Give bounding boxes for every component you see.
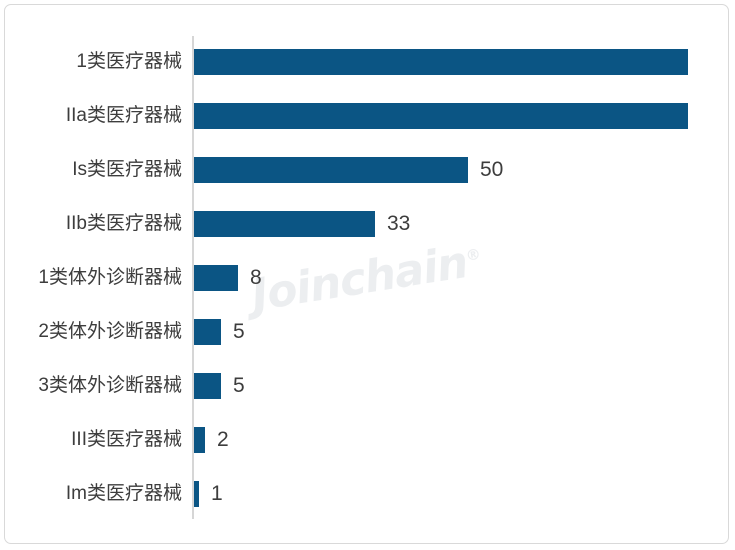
category-label: Im类医疗器械 bbox=[65, 483, 182, 504]
bar-container bbox=[194, 35, 728, 89]
category-label: IIa类医疗器械 bbox=[65, 105, 182, 126]
bar-value-label: 50 bbox=[480, 158, 504, 181]
bar[interactable] bbox=[194, 265, 238, 291]
category-label: IIb类医疗器械 bbox=[65, 213, 182, 234]
bar-row: 1类医疗器械 bbox=[5, 35, 728, 89]
bar-row: 3类体外诊断器械 5 bbox=[5, 359, 728, 413]
bar-row: IIb类医疗器械 33 bbox=[5, 197, 728, 251]
bar-row: 1类体外诊断器械 8 bbox=[5, 251, 728, 305]
bar-container: 8 bbox=[194, 251, 728, 305]
category-label: Is类医疗器械 bbox=[72, 159, 182, 180]
bar-value-label: 2 bbox=[217, 428, 229, 451]
bar[interactable] bbox=[194, 319, 221, 345]
bar-row: IIa类医疗器械 bbox=[5, 89, 728, 143]
category-label: 3类体外诊断器械 bbox=[38, 375, 182, 396]
category-label: 1类医疗器械 bbox=[76, 51, 182, 72]
bar-container: 33 bbox=[194, 197, 728, 251]
bar-value-label: 8 bbox=[250, 266, 262, 289]
bar-container: 5 bbox=[194, 359, 728, 413]
category-label: 2类体外诊断器械 bbox=[38, 321, 182, 342]
bar[interactable] bbox=[194, 481, 199, 507]
bar[interactable] bbox=[194, 373, 221, 399]
bar[interactable] bbox=[194, 103, 688, 129]
bar-value-label: 33 bbox=[387, 212, 411, 235]
bar-container bbox=[194, 89, 728, 143]
bar-row: Im类医疗器械 1 bbox=[5, 467, 728, 521]
bar[interactable] bbox=[194, 49, 688, 75]
bar-container: 5 bbox=[194, 305, 728, 359]
bar[interactable] bbox=[194, 157, 468, 183]
bar-value-label: 1 bbox=[211, 482, 223, 505]
bar-value-label: 5 bbox=[233, 374, 245, 397]
bar-value-label: 5 bbox=[233, 320, 245, 343]
bar-row: III类医疗器械 2 bbox=[5, 413, 728, 467]
bar-row: Is类医疗器械 50 bbox=[5, 143, 728, 197]
category-label: III类医疗器械 bbox=[71, 429, 182, 450]
bar[interactable] bbox=[194, 427, 205, 453]
chart-card: Joinchain® 1类医疗器械 IIa类医疗器械 Is类医疗器械 50 IIb类医疗… bbox=[4, 4, 729, 544]
category-label: 1类体外诊断器械 bbox=[38, 267, 182, 288]
bar-container: 50 bbox=[194, 143, 728, 197]
bar-container: 2 bbox=[194, 413, 728, 467]
bar-container: 1 bbox=[194, 467, 728, 521]
category-axis-line bbox=[192, 36, 194, 519]
bar-row: 2类体外诊断器械 5 bbox=[5, 305, 728, 359]
bar[interactable] bbox=[194, 211, 375, 237]
bar-chart-plot-area: 1类医疗器械 IIa类医疗器械 Is类医疗器械 50 IIb类医疗器械 33 1类体外诊断器… bbox=[5, 5, 728, 543]
